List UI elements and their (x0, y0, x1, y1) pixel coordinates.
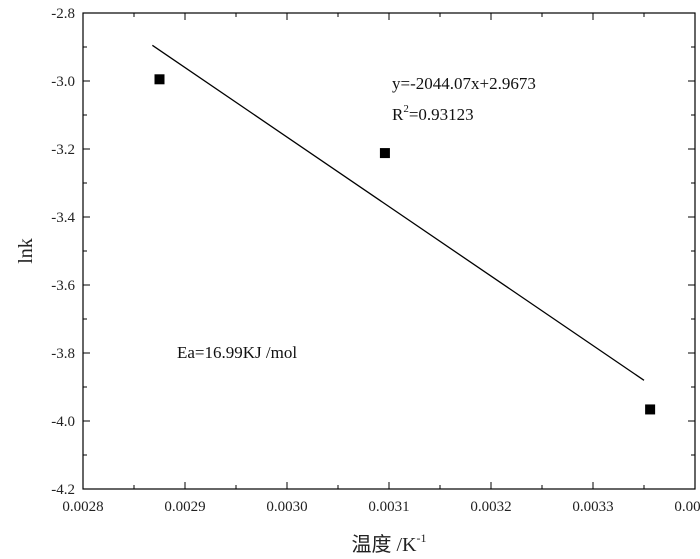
x-tick-label: 0.0031 (368, 499, 409, 515)
x-tick-label: 0.0028 (62, 499, 103, 515)
x-tick-label: 0.0030 (266, 499, 307, 515)
data-point (379, 148, 390, 159)
y-axis-title: lnk (15, 238, 37, 264)
axis-ticks (82, 12, 696, 490)
data-point (154, 74, 165, 85)
plot-area-frame (82, 12, 696, 490)
y-tick-label: -3.6 (51, 278, 75, 294)
data-point (645, 404, 656, 415)
x-tick-label: 0.0029 (164, 499, 205, 515)
x-tick-label: 0.0033 (572, 499, 613, 515)
activation-energy: Ea=16.99KJ /mol (177, 343, 297, 362)
y-tick-label: -3.8 (51, 346, 75, 362)
y-tick-label: -3.0 (51, 74, 75, 90)
y-tick-label: -4.2 (51, 482, 75, 498)
linear-fit-line (151, 44, 645, 381)
r-squared: R2=0.93123 (392, 103, 474, 124)
fit-equation: y=-2044.07x+2.9673 (392, 74, 536, 93)
y-tick-label: -2.8 (51, 6, 75, 22)
y-tick-label: -3.2 (51, 142, 75, 158)
data-points (154, 74, 656, 415)
axis-tick-labels: 0.0028 0.0029 0.0030 0.0031 0.0032 0.0033 0.00… (51, 6, 700, 515)
y-tick-label: -4.0 (51, 414, 75, 430)
x-axis-title: 温度 /K-1 (352, 531, 427, 556)
y-tick-label: -3.4 (51, 210, 75, 226)
x-tick-label: 0.0034 (674, 499, 700, 515)
x-tick-label: 0.0032 (470, 499, 511, 515)
